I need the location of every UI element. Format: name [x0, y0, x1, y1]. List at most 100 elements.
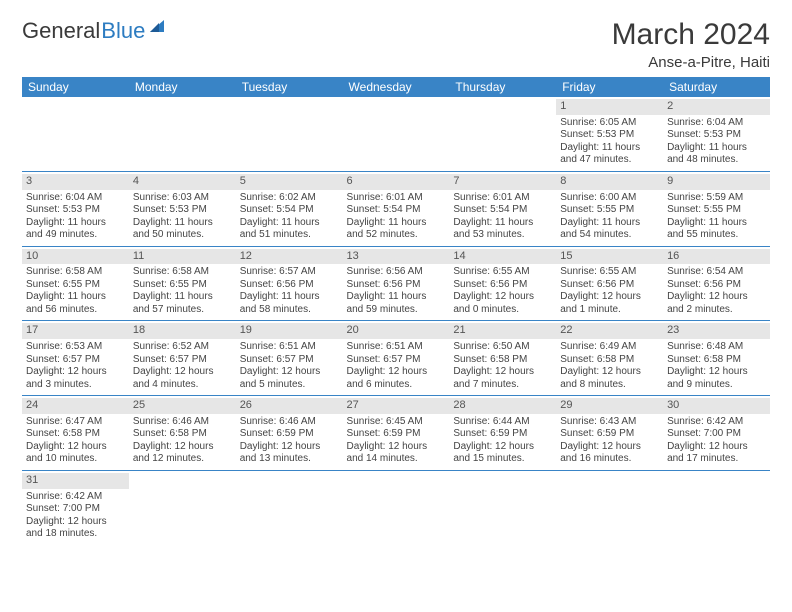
daylight-text: Daylight: 12 hours [26, 366, 125, 379]
day-number: 4 [129, 174, 236, 190]
day-info: Sunrise: 6:54 AMSunset: 6:56 PMDaylight:… [667, 266, 766, 316]
calendar-day-cell: 1Sunrise: 6:05 AMSunset: 5:53 PMDaylight… [556, 97, 663, 171]
daylight-text-2: and 17 minutes. [667, 453, 766, 466]
calendar-day-cell: 5Sunrise: 6:02 AMSunset: 5:54 PMDaylight… [236, 171, 343, 246]
sunrise-text: Sunrise: 6:58 AM [133, 266, 232, 279]
calendar-day-cell: 8 Sunrise: 6:00 AMSunset: 5:55 PMDaylight… [556, 171, 663, 246]
weekday-header: Saturday [663, 77, 770, 97]
day-info: Sunrise: 5:59 AMSunset: 5:55 PMDaylight:… [667, 192, 766, 242]
calendar-day-cell [343, 97, 450, 171]
daylight-text: Daylight: 12 hours [560, 366, 659, 379]
daylight-text: Daylight: 11 hours [347, 291, 446, 304]
calendar-day-cell: 31Sunrise: 6:42 AMSunset: 7:00 PMDayligh… [22, 470, 129, 544]
calendar-day-cell: 27Sunrise: 6:45 AMSunset: 6:59 PMDayligh… [343, 396, 450, 471]
daylight-text-2: and 14 minutes. [347, 453, 446, 466]
daylight-text: Daylight: 12 hours [240, 441, 339, 454]
logo-text-blue: Blue [101, 18, 145, 44]
calendar-day-cell [236, 470, 343, 544]
day-info: Sunrise: 6:53 AMSunset: 6:57 PMDaylight:… [26, 341, 125, 391]
sunset-text: Sunset: 6:55 PM [133, 279, 232, 292]
calendar-week-row: 10Sunrise: 6:58 AMSunset: 6:55 PMDayligh… [22, 246, 770, 321]
logo: General Blue [22, 18, 167, 44]
sunrise-text: Sunrise: 6:05 AM [560, 117, 659, 130]
sunset-text: Sunset: 5:55 PM [667, 204, 766, 217]
sunset-text: Sunset: 6:56 PM [667, 279, 766, 292]
sunrise-text: Sunrise: 6:01 AM [453, 192, 552, 205]
sunrise-text: Sunrise: 6:42 AM [26, 491, 125, 504]
day-number: 15 [556, 249, 663, 265]
day-number: 14 [449, 249, 556, 265]
daylight-text: Daylight: 11 hours [240, 291, 339, 304]
daylight-text: Daylight: 12 hours [560, 441, 659, 454]
daylight-text-2: and 15 minutes. [453, 453, 552, 466]
sunset-text: Sunset: 6:58 PM [667, 354, 766, 367]
day-number: 13 [343, 249, 450, 265]
daylight-text: Daylight: 11 hours [560, 217, 659, 230]
calendar-day-cell: 6Sunrise: 6:01 AMSunset: 5:54 PMDaylight… [343, 171, 450, 246]
header: General Blue March 2024 Anse-a-Pitre, Ha… [22, 18, 770, 71]
calendar-day-cell [343, 470, 450, 544]
daylight-text: Daylight: 12 hours [667, 291, 766, 304]
sunset-text: Sunset: 5:53 PM [667, 129, 766, 142]
sunset-text: Sunset: 6:59 PM [240, 428, 339, 441]
sunset-text: Sunset: 6:58 PM [560, 354, 659, 367]
calendar-day-cell [236, 97, 343, 171]
calendar-day-cell: 16Sunrise: 6:54 AMSunset: 6:56 PMDayligh… [663, 246, 770, 321]
day-number: 22 [556, 323, 663, 339]
sunrise-text: Sunrise: 6:46 AM [133, 416, 232, 429]
daylight-text: Daylight: 12 hours [347, 366, 446, 379]
day-number: 1 [556, 99, 663, 115]
day-number: 17 [22, 323, 129, 339]
sunset-text: Sunset: 5:55 PM [560, 204, 659, 217]
calendar-day-cell: 4Sunrise: 6:03 AMSunset: 5:53 PMDaylight… [129, 171, 236, 246]
daylight-text: Daylight: 12 hours [453, 441, 552, 454]
daylight-text: Daylight: 12 hours [453, 366, 552, 379]
title-block: March 2024 Anse-a-Pitre, Haiti [612, 18, 770, 71]
day-info: Sunrise: 6:00 AMSunset: 5:55 PMDaylight:… [560, 192, 659, 242]
logo-text-general: General [22, 18, 100, 44]
sunset-text: Sunset: 5:53 PM [133, 204, 232, 217]
day-number: 7 [449, 174, 556, 190]
calendar-day-cell [129, 470, 236, 544]
calendar-day-cell: 18Sunrise: 6:52 AMSunset: 6:57 PMDayligh… [129, 321, 236, 396]
sunrise-text: Sunrise: 6:51 AM [347, 341, 446, 354]
sunset-text: Sunset: 5:54 PM [453, 204, 552, 217]
day-info: Sunrise: 6:01 AMSunset: 5:54 PMDaylight:… [347, 192, 446, 242]
sunrise-text: Sunrise: 6:54 AM [667, 266, 766, 279]
sunset-text: Sunset: 6:56 PM [347, 279, 446, 292]
sunrise-text: Sunrise: 6:58 AM [26, 266, 125, 279]
sunrise-text: Sunrise: 6:51 AM [240, 341, 339, 354]
daylight-text-2: and 51 minutes. [240, 229, 339, 242]
day-info: Sunrise: 6:47 AMSunset: 6:58 PMDaylight:… [26, 416, 125, 466]
daylight-text-2: and 47 minutes. [560, 154, 659, 167]
daylight-text-2: and 4 minutes. [133, 379, 232, 392]
day-number: 12 [236, 249, 343, 265]
sunset-text: Sunset: 6:57 PM [26, 354, 125, 367]
sunrise-text: Sunrise: 6:45 AM [347, 416, 446, 429]
day-info: Sunrise: 6:04 AMSunset: 5:53 PMDaylight:… [667, 117, 766, 167]
daylight-text: Daylight: 12 hours [133, 441, 232, 454]
sunrise-text: Sunrise: 6:56 AM [347, 266, 446, 279]
calendar-day-cell: 9Sunrise: 5:59 AMSunset: 5:55 PMDaylight… [663, 171, 770, 246]
daylight-text-2: and 53 minutes. [453, 229, 552, 242]
daylight-text: Daylight: 11 hours [133, 217, 232, 230]
calendar-day-cell: 10Sunrise: 6:58 AMSunset: 6:55 PMDayligh… [22, 246, 129, 321]
daylight-text-2: and 56 minutes. [26, 304, 125, 317]
calendar-week-row: 1Sunrise: 6:05 AMSunset: 5:53 PMDaylight… [22, 97, 770, 171]
day-number: 24 [22, 398, 129, 414]
daylight-text: Daylight: 11 hours [560, 142, 659, 155]
sunrise-text: Sunrise: 6:48 AM [667, 341, 766, 354]
daylight-text-2: and 58 minutes. [240, 304, 339, 317]
day-number: 8 [556, 174, 663, 190]
weekday-header: Tuesday [236, 77, 343, 97]
daylight-text: Daylight: 11 hours [26, 291, 125, 304]
day-number: 19 [236, 323, 343, 339]
daylight-text-2: and 18 minutes. [26, 528, 125, 541]
daylight-text: Daylight: 11 hours [453, 217, 552, 230]
day-info: Sunrise: 6:49 AMSunset: 6:58 PMDaylight:… [560, 341, 659, 391]
daylight-text: Daylight: 11 hours [667, 142, 766, 155]
calendar-day-cell: 26Sunrise: 6:46 AMSunset: 6:59 PMDayligh… [236, 396, 343, 471]
daylight-text: Daylight: 12 hours [667, 366, 766, 379]
sunrise-text: Sunrise: 6:55 AM [453, 266, 552, 279]
daylight-text: Daylight: 12 hours [240, 366, 339, 379]
